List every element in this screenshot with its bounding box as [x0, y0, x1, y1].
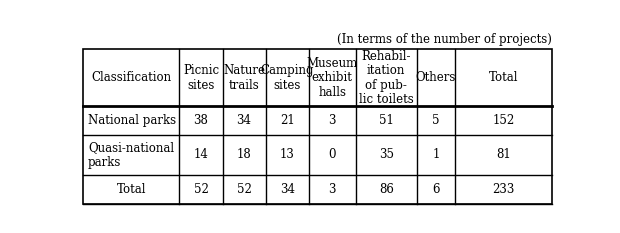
Text: 14: 14 [193, 148, 208, 161]
Text: 52: 52 [237, 183, 252, 196]
Text: Rehabil-
itation
of pub-
lic toilets: Rehabil- itation of pub- lic toilets [359, 50, 414, 106]
Bar [83, 49, 552, 204]
Text: 21: 21 [280, 114, 294, 127]
Text: 51: 51 [379, 114, 394, 127]
Text: 38: 38 [193, 114, 208, 127]
Text: Others: Others [416, 71, 456, 84]
Text: Nature
trails: Nature trails [223, 64, 265, 92]
Text: Museum
exhibit
halls: Museum exhibit halls [307, 57, 358, 99]
Text: 3: 3 [329, 114, 336, 127]
Text: Quasi-national
parks: Quasi-national parks [88, 141, 174, 169]
Text: Classification: Classification [91, 71, 171, 84]
Text: 35: 35 [379, 148, 394, 161]
Text: 0: 0 [329, 148, 336, 161]
Text: Camping
sites: Camping sites [260, 64, 314, 92]
Text: 81: 81 [497, 148, 511, 161]
Text: 86: 86 [379, 183, 394, 196]
Text: Total: Total [117, 183, 146, 196]
Text: Total: Total [489, 71, 518, 84]
Text: Picnic
sites: Picnic sites [183, 64, 219, 92]
Text: 52: 52 [193, 183, 208, 196]
Text: 18: 18 [237, 148, 252, 161]
Text: 3: 3 [329, 183, 336, 196]
Text: 6: 6 [432, 183, 440, 196]
Text: 5: 5 [432, 114, 440, 127]
Text: 152: 152 [492, 114, 515, 127]
Text: 1: 1 [432, 148, 440, 161]
Text: (In terms of the number of projects): (In terms of the number of projects) [337, 33, 552, 46]
Text: National parks: National parks [88, 114, 176, 127]
Text: 34: 34 [237, 114, 252, 127]
Text: 34: 34 [280, 183, 294, 196]
Text: 13: 13 [280, 148, 294, 161]
Text: 233: 233 [492, 183, 515, 196]
